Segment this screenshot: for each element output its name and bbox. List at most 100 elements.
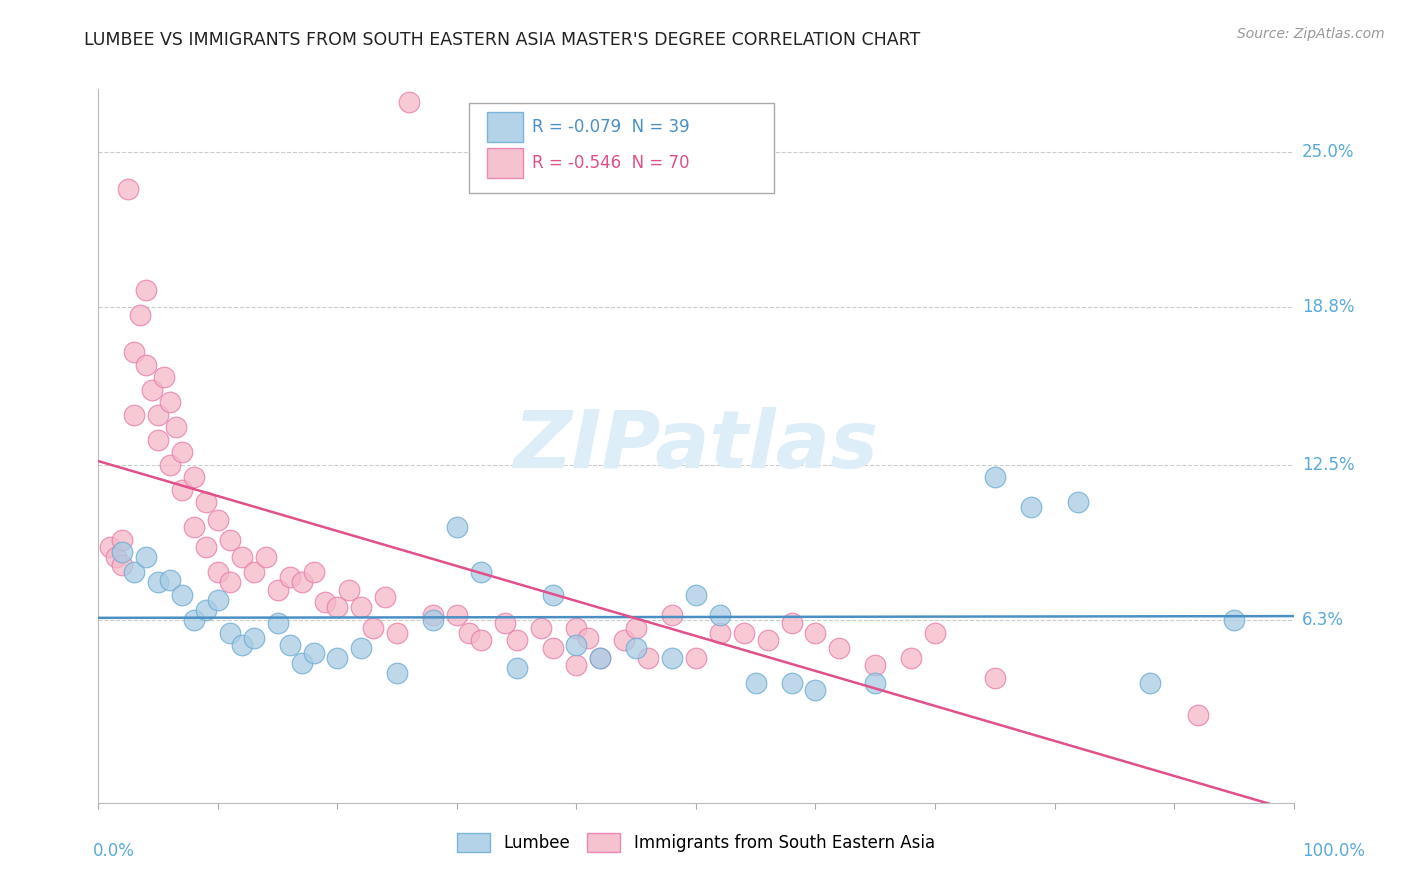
- Point: [804, 683, 827, 698]
- Text: 0.0%: 0.0%: [93, 842, 135, 860]
- Point: [124, 408, 146, 422]
- Point: [626, 640, 648, 655]
- Point: [291, 575, 314, 590]
- Point: [1067, 495, 1090, 509]
- Point: [111, 533, 134, 547]
- Point: [195, 541, 218, 555]
- Point: [589, 650, 612, 665]
- Point: [385, 625, 409, 640]
- Point: [326, 650, 349, 665]
- Point: [506, 633, 529, 648]
- Point: [141, 383, 163, 397]
- Point: [745, 675, 768, 690]
- Point: [828, 640, 851, 655]
- Point: [804, 625, 827, 640]
- Point: [183, 470, 205, 484]
- Point: [470, 566, 492, 580]
- Point: [924, 625, 946, 640]
- Text: ZIPatlas: ZIPatlas: [513, 407, 879, 485]
- Point: [231, 638, 253, 652]
- Point: [780, 615, 803, 630]
- Point: [613, 633, 636, 648]
- Point: [709, 607, 731, 622]
- Point: [661, 607, 683, 622]
- Point: [494, 615, 516, 630]
- Point: [1187, 708, 1209, 723]
- Point: [1139, 675, 1161, 690]
- Point: [219, 575, 242, 590]
- Point: [984, 671, 1007, 685]
- Text: 25.0%: 25.0%: [1302, 143, 1354, 161]
- Point: [350, 640, 373, 655]
- Point: [661, 650, 683, 665]
- Point: [900, 650, 922, 665]
- FancyBboxPatch shape: [486, 112, 523, 142]
- FancyBboxPatch shape: [486, 148, 523, 178]
- Point: [148, 433, 170, 447]
- Point: [984, 470, 1007, 484]
- Point: [733, 625, 755, 640]
- Point: [865, 658, 887, 673]
- Point: [685, 650, 707, 665]
- Point: [589, 650, 612, 665]
- Point: [98, 541, 122, 555]
- Point: [626, 621, 648, 635]
- Point: [148, 575, 170, 590]
- Point: [470, 633, 492, 648]
- Point: [117, 182, 139, 196]
- Text: 6.3%: 6.3%: [1302, 611, 1344, 629]
- Point: [111, 545, 134, 559]
- Point: [124, 345, 146, 359]
- Point: [756, 633, 779, 648]
- Point: [195, 495, 218, 509]
- Point: [1019, 500, 1042, 515]
- Point: [153, 370, 176, 384]
- Point: [422, 607, 444, 622]
- Point: [219, 625, 242, 640]
- Point: [195, 603, 218, 617]
- Text: R = -0.546  N = 70: R = -0.546 N = 70: [533, 153, 690, 171]
- Point: [207, 593, 229, 607]
- Point: [302, 646, 325, 660]
- Point: [446, 520, 468, 534]
- Point: [302, 566, 325, 580]
- Point: [172, 588, 194, 602]
- Point: [1223, 613, 1246, 627]
- Point: [374, 591, 396, 605]
- Point: [243, 566, 266, 580]
- Point: [207, 513, 229, 527]
- Point: [165, 420, 187, 434]
- Point: [148, 408, 170, 422]
- Point: [105, 550, 128, 565]
- Point: [159, 573, 181, 587]
- Point: [339, 582, 361, 597]
- Point: [315, 595, 337, 609]
- Point: [565, 658, 588, 673]
- Text: 100.0%: 100.0%: [1302, 842, 1365, 860]
- Legend: Lumbee, Immigrants from South Eastern Asia: Lumbee, Immigrants from South Eastern As…: [450, 826, 942, 859]
- Text: LUMBEE VS IMMIGRANTS FROM SOUTH EASTERN ASIA MASTER'S DEGREE CORRELATION CHART: LUMBEE VS IMMIGRANTS FROM SOUTH EASTERN …: [84, 31, 921, 49]
- Point: [267, 615, 290, 630]
- Point: [129, 308, 152, 322]
- Point: [231, 550, 253, 565]
- Point: [111, 558, 134, 572]
- Point: [135, 283, 157, 297]
- FancyBboxPatch shape: [470, 103, 773, 193]
- Point: [183, 613, 205, 627]
- Point: [183, 520, 205, 534]
- Point: [159, 395, 181, 409]
- Point: [578, 631, 600, 645]
- Point: [267, 582, 290, 597]
- Point: [709, 625, 731, 640]
- Point: [363, 621, 385, 635]
- Point: [278, 638, 301, 652]
- Point: [243, 631, 266, 645]
- Point: [541, 640, 564, 655]
- Point: [685, 588, 707, 602]
- Point: [780, 675, 803, 690]
- Point: [385, 665, 409, 680]
- Text: 18.8%: 18.8%: [1302, 298, 1354, 316]
- Point: [506, 660, 529, 674]
- Text: 12.5%: 12.5%: [1302, 456, 1354, 474]
- Point: [135, 550, 157, 565]
